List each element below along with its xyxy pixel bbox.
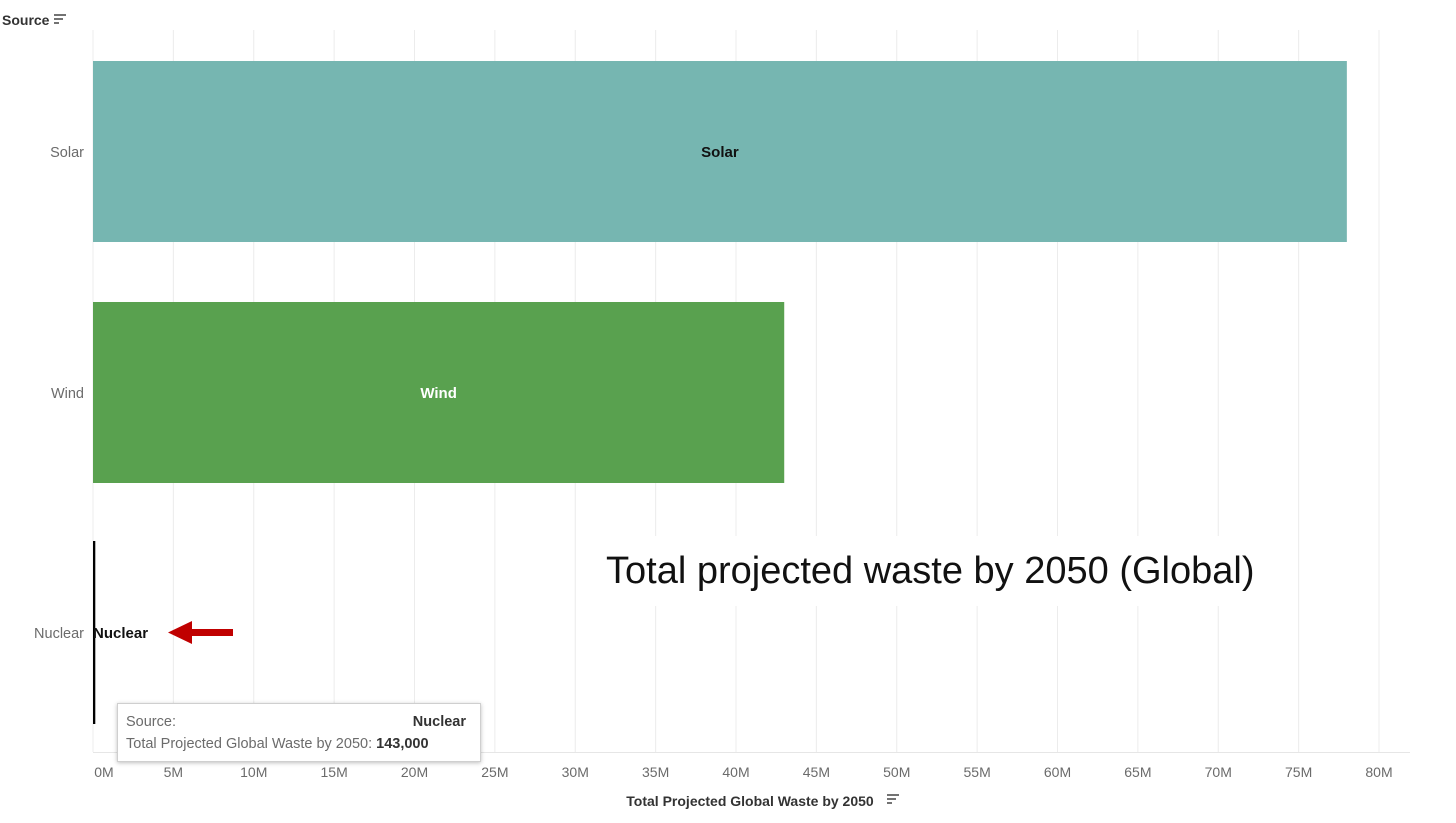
arrow-head	[168, 621, 192, 644]
x-tick-label: 40M	[722, 764, 749, 780]
row-label-solar[interactable]: Solar	[50, 145, 84, 161]
tooltip-source-label: Source:	[126, 714, 176, 730]
x-tick-label: 10M	[240, 764, 267, 780]
x-tick-label: 45M	[803, 764, 830, 780]
bar-label-solar: Solar	[701, 144, 739, 161]
x-tick-label: 5M	[164, 764, 183, 780]
bars	[93, 61, 1347, 724]
x-tick-label: 75M	[1285, 764, 1312, 780]
x-tick-label: 65M	[1124, 764, 1151, 780]
row-label-wind[interactable]: Wind	[51, 386, 84, 402]
x-tick-label: 80M	[1365, 764, 1392, 780]
x-tick-label: 70M	[1205, 764, 1232, 780]
tooltip-waste-value: 143,000	[376, 736, 429, 752]
x-axis-title: Total Projected Global Waste by 2050	[626, 793, 874, 809]
bar-label-wind: Wind	[420, 385, 457, 402]
tooltip-source-row: Source: Nuclear	[126, 712, 466, 732]
x-tick-label: 0M	[94, 764, 113, 780]
chart-annotation-title: Total projected waste by 2050 (Global)	[596, 536, 1265, 606]
row-header-sort-icon[interactable]	[54, 14, 66, 24]
x-tick-label: 25M	[481, 764, 508, 780]
red-arrow	[168, 621, 233, 644]
row-label-nuclear[interactable]: Nuclear	[34, 626, 84, 642]
x-axis-sort-icon[interactable]	[887, 794, 899, 804]
bar-solar[interactable]	[93, 61, 1347, 242]
x-tick-label: 20M	[401, 764, 428, 780]
arrow-shaft	[186, 629, 233, 636]
bar-label-nuclear: Nuclear	[93, 625, 148, 642]
bar-nuclear[interactable]	[93, 541, 96, 724]
tooltip-waste-label: Total Projected Global Waste by 2050:	[126, 736, 373, 752]
x-tick-label: 55M	[964, 764, 991, 780]
row-labels: Solar Wind Nuclear	[34, 145, 84, 642]
x-axis-ticks: 0M 5M 10M 15M 20M 25M 30M 35M 40M 45M 50M 55M 60M 65M…	[94, 764, 1392, 780]
tooltip: Source: Nuclear Total Projected Global W…	[117, 703, 481, 762]
tooltip-source-value: Nuclear	[412, 714, 466, 730]
row-header[interactable]: Source	[2, 12, 50, 28]
x-tick-label: 35M	[642, 764, 669, 780]
x-tick-label: 30M	[562, 764, 589, 780]
bar-labels: Solar Wind Nuclear	[93, 144, 739, 642]
x-tick-label: 60M	[1044, 764, 1071, 780]
tooltip-waste-row: Total Projected Global Waste by 2050: 14…	[126, 734, 466, 754]
bar-wind[interactable]	[93, 302, 785, 483]
x-tick-label: 15M	[321, 764, 348, 780]
x-tick-label: 50M	[883, 764, 910, 780]
